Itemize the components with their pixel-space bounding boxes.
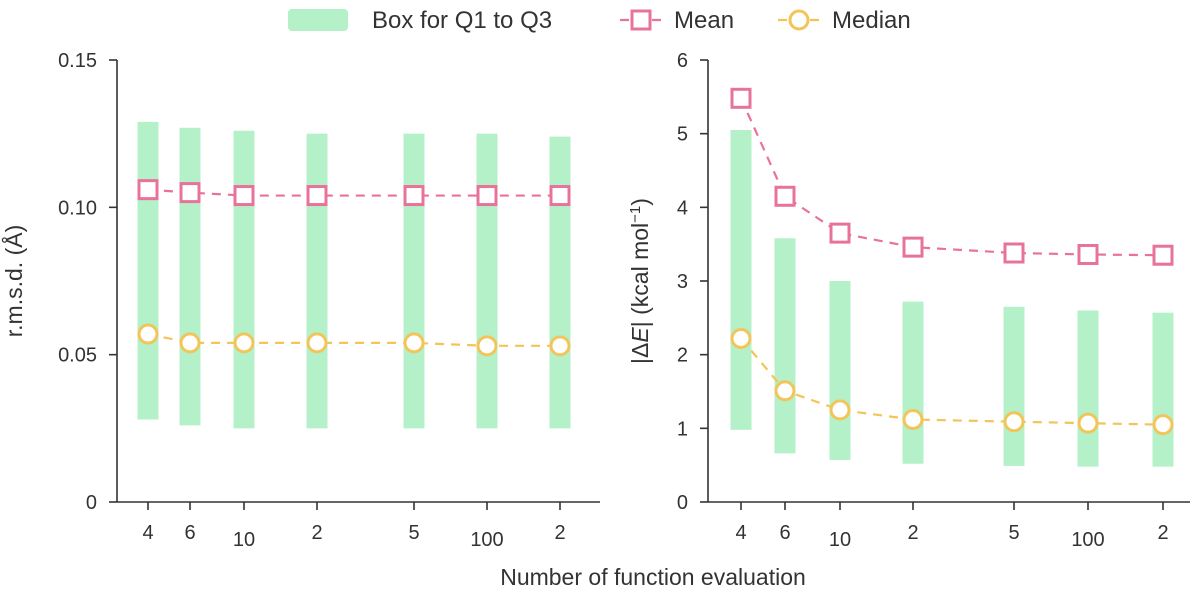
y-tick-label: 0: [677, 492, 688, 514]
iqr-box: [829, 281, 851, 461]
y-axis-label-part: | (kcal mol: [627, 223, 653, 327]
x-tick-label: 10: [233, 529, 255, 551]
y-tick-label: 0.05: [58, 345, 97, 367]
y-axis-label-part: −1: [627, 206, 644, 223]
mean-marker: [829, 222, 851, 244]
iqr-box: [774, 238, 796, 454]
y-tick-label: 5: [677, 124, 688, 146]
y-axis-label-part: E: [627, 327, 653, 343]
iqr-box: [306, 133, 328, 429]
median-marker: [137, 323, 159, 345]
median-line: [740, 337, 1164, 426]
y-axis-label-part: |Δ: [627, 343, 653, 364]
panel-1: 0 0.05 0.10 0.15 4 6 10 2 5 100 2 r.m.s.d. (Å): [0, 50, 600, 551]
x-tick-label: 2: [311, 522, 322, 544]
median-marker: [730, 327, 752, 349]
y-tick-label: 4: [677, 197, 688, 219]
y-axis-label: |ΔE| (kcal mol−1): [627, 198, 654, 364]
iqr-box: [902, 301, 924, 464]
x-tick-label: 5: [408, 522, 419, 544]
median-marker: [403, 332, 425, 354]
y-tick-label: 2: [677, 345, 688, 367]
median-marker: [476, 335, 498, 357]
x-tick-label: 2: [554, 522, 565, 544]
iqr-box: [179, 127, 201, 426]
x-tick-label: 6: [779, 522, 790, 544]
iqr-box: [476, 133, 498, 429]
legend-mean-label: Mean: [674, 7, 734, 34]
legend-mean-marker: [630, 9, 652, 31]
legend-box-label: Box for Q1 to Q3: [372, 7, 552, 34]
x-tick-label: 100: [1071, 529, 1104, 551]
median-marker: [1152, 414, 1174, 436]
iqr-box: [1077, 310, 1099, 467]
mean-marker: [730, 87, 752, 109]
legend-box-swatch: [288, 9, 348, 31]
panel-2: 0 1 2 3 4 5 6 4 6 10 2 5 100 2 |ΔE| (kcal mol−1): [627, 50, 1190, 551]
x-tick-label: 2: [1157, 522, 1168, 544]
median-marker: [549, 335, 571, 357]
median-marker: [1003, 411, 1025, 433]
mean-marker: [179, 182, 201, 204]
y-tick-label: 0.10: [58, 197, 97, 219]
iqr-box: [1152, 312, 1174, 467]
mean-marker: [1152, 244, 1174, 266]
mean-marker: [233, 185, 255, 207]
mean-marker: [1003, 242, 1025, 264]
legend-median-marker: [788, 9, 810, 31]
mean-marker: [403, 185, 425, 207]
mean-marker: [476, 185, 498, 207]
x-tick-label: 4: [142, 522, 153, 544]
median-marker: [179, 332, 201, 354]
y-tick-label: 0.15: [58, 50, 97, 72]
x-tick-label: 10: [829, 529, 851, 551]
x-tick-label: 6: [184, 522, 195, 544]
mean-marker: [137, 179, 159, 201]
median-marker: [233, 332, 255, 354]
mean-marker: [774, 185, 796, 207]
median-marker: [902, 408, 924, 430]
y-tick-label: 1: [677, 418, 688, 440]
median-marker: [306, 332, 328, 354]
mean-marker: [1077, 243, 1099, 265]
y-axis-label-part: ): [627, 198, 653, 206]
mean-marker: [902, 236, 924, 258]
x-tick-label: 5: [1008, 522, 1019, 544]
iqr-box: [137, 121, 159, 420]
iqr-box: [233, 130, 255, 429]
iqr-box: [549, 136, 571, 429]
legend-median-label: Median: [832, 7, 911, 34]
median-marker: [1077, 412, 1099, 434]
x-tick-label: 2: [907, 522, 918, 544]
mean-line: [147, 188, 560, 197]
iqr-box: [403, 133, 425, 429]
median-marker: [774, 380, 796, 402]
iqr-box: [1003, 306, 1025, 466]
x-tick-label: 4: [735, 522, 746, 544]
legend: Box for Q1 to Q3 Mean Median: [288, 7, 911, 34]
y-tick-label: 6: [677, 50, 688, 72]
median-marker: [829, 399, 851, 421]
x-tick-label: 100: [470, 529, 503, 551]
mean-marker: [549, 185, 571, 207]
x-axis-label: Number of function evaluation: [500, 564, 806, 590]
y-axis-label: r.m.s.d. (Å): [0, 225, 27, 337]
mean-marker: [306, 185, 328, 207]
mean-line: [739, 97, 1164, 257]
y-tick-label: 3: [677, 271, 688, 293]
y-tick-label: 0: [86, 492, 97, 514]
iqr-box: [730, 129, 752, 430]
median-line: [147, 332, 560, 347]
